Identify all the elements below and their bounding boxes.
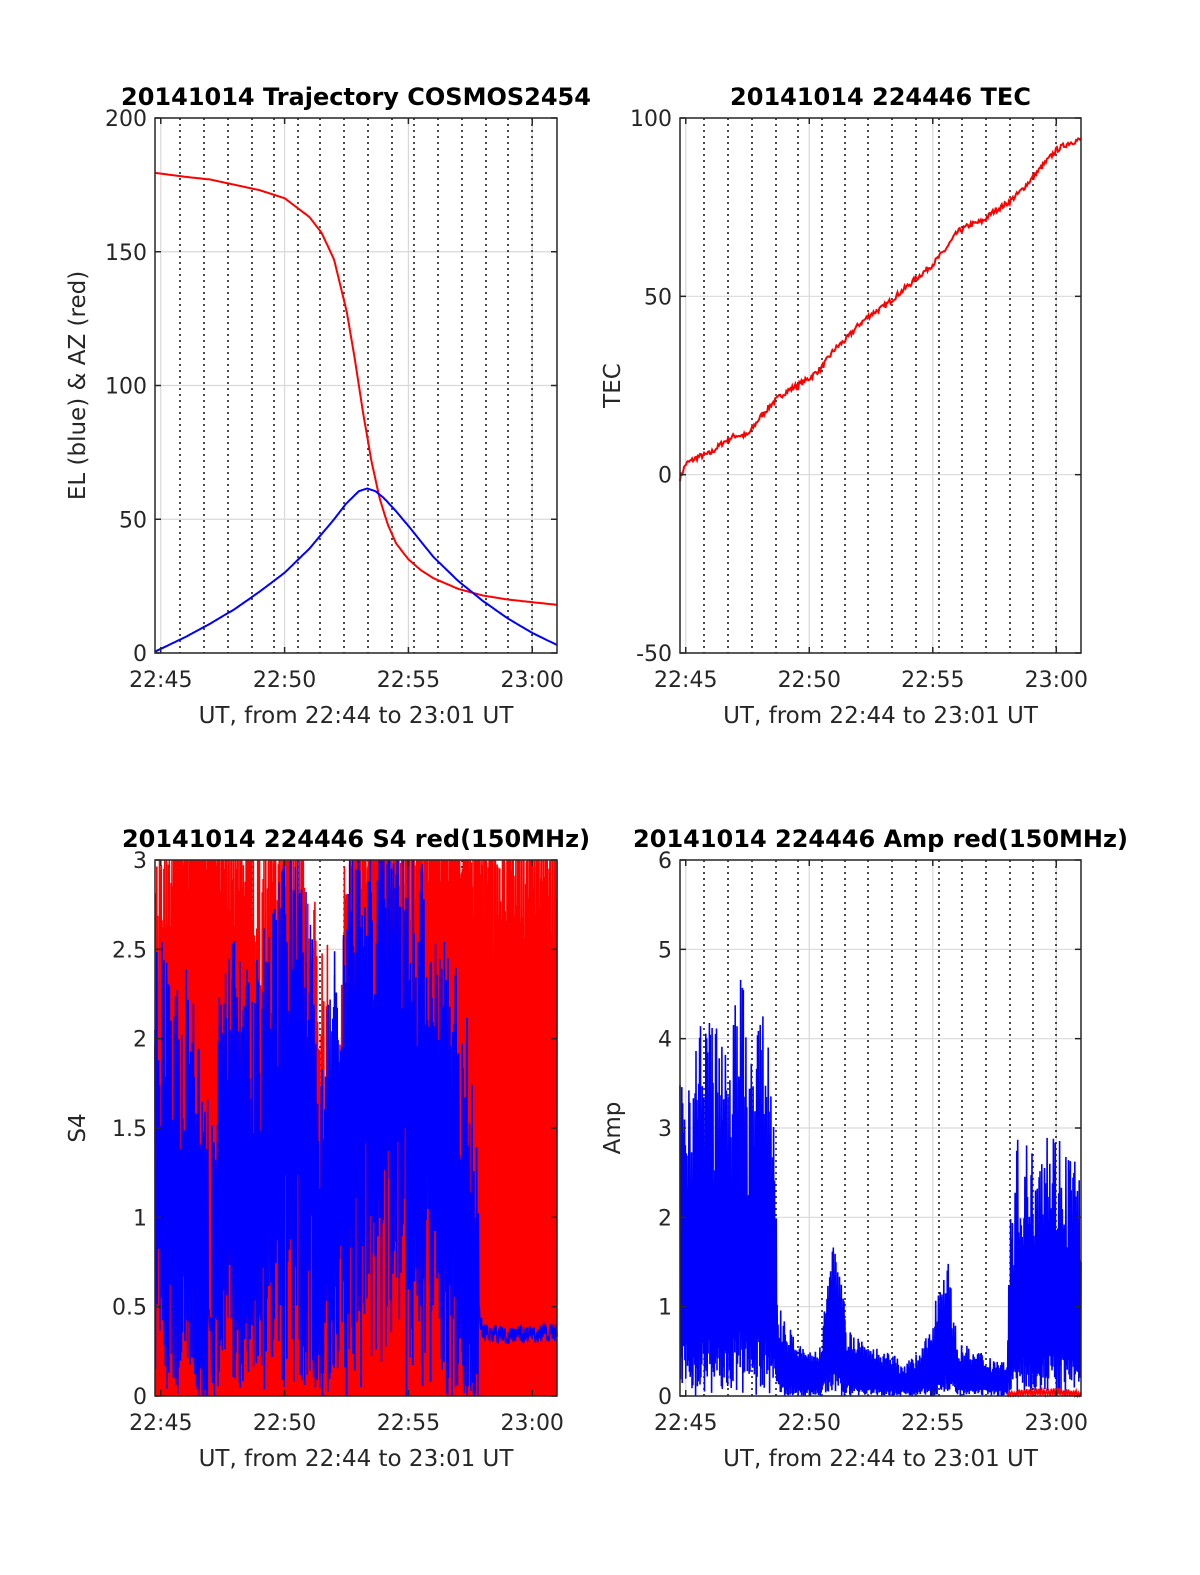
x-tick-label: 22:55 bbox=[377, 1411, 440, 1436]
chart-panel-4: 0 1 2 3 4 5 6 22:45 22:50 22:55 23:00 20141014 2244… bbox=[600, 825, 1128, 1472]
chart-panel-2: -50 0 50 100 22:45 22:50 22:55 23:00 20141014 22… bbox=[600, 83, 1088, 729]
y-tick-label: 4 bbox=[658, 1028, 672, 1053]
x-axis-label: UT, from 22:44 to 23:01 UT bbox=[723, 703, 1039, 729]
y-tick-label: 0 bbox=[658, 464, 672, 489]
y-tick-label: 50 bbox=[119, 508, 147, 533]
chart-title: 20141014 224446 Amp red(150MHz) bbox=[633, 825, 1128, 853]
y-tick-label: 1.5 bbox=[112, 1117, 147, 1142]
series-line-blue bbox=[679, 979, 1082, 1397]
x-tick-label: 23:00 bbox=[1025, 668, 1088, 693]
y-tick-label: 1 bbox=[133, 1206, 147, 1231]
y-tick-label: 0.5 bbox=[112, 1296, 147, 1321]
series-line-blue bbox=[154, 859, 558, 1397]
chart-title: 20141014 224446 TEC bbox=[730, 83, 1031, 111]
y-tick-label: 1 bbox=[658, 1296, 672, 1321]
y-tick-label: -50 bbox=[636, 642, 672, 667]
y-tick-label: 0 bbox=[658, 1385, 672, 1410]
x-tick-label: 23:00 bbox=[501, 668, 564, 693]
x-axis-label: UT, from 22:44 to 23:01 UT bbox=[199, 703, 515, 729]
series-line-red bbox=[679, 137, 1082, 482]
y-axis-label: Amp bbox=[600, 1102, 626, 1155]
y-axis-label: S4 bbox=[65, 1113, 91, 1142]
x-tick-label: 22:55 bbox=[901, 668, 964, 693]
y-tick-label: 6 bbox=[658, 849, 672, 874]
y-tick-label: 150 bbox=[105, 241, 147, 266]
y-tick-label: 100 bbox=[105, 375, 147, 400]
chart-panel-3: 0 0.5 1 1.5 2 2.5 3 22:45 22:50 22:55 23:00 2014101… bbox=[65, 825, 590, 1472]
y-tick-label: 100 bbox=[630, 107, 672, 132]
y-axis-label: TEC bbox=[600, 363, 626, 409]
y-tick-label: 0 bbox=[133, 642, 147, 667]
y-tick-label: 2.5 bbox=[112, 938, 147, 963]
x-tick-label: 23:00 bbox=[1025, 1411, 1088, 1436]
x-tick-label: 22:45 bbox=[129, 1411, 192, 1436]
x-tick-label: 22:55 bbox=[901, 1411, 964, 1436]
x-tick-label: 22:50 bbox=[778, 1411, 841, 1436]
x-tick-label: 22:45 bbox=[129, 668, 192, 693]
series-line-red bbox=[1006, 1387, 1082, 1399]
x-tick-label: 23:00 bbox=[501, 1411, 564, 1436]
chart-title: 20141014 224446 S4 red(150MHz) bbox=[122, 825, 590, 853]
x-tick-label: 22:55 bbox=[377, 668, 440, 693]
axes-box bbox=[679, 117, 1082, 654]
y-tick-label: 2 bbox=[133, 1028, 147, 1053]
x-axis-label: UT, from 22:44 to 23:01 UT bbox=[199, 1446, 515, 1472]
x-axis-label: UT, from 22:44 to 23:01 UT bbox=[723, 1446, 1039, 1472]
y-tick-label: 50 bbox=[644, 285, 672, 310]
x-tick-label: 22:45 bbox=[654, 668, 717, 693]
y-tick-label: 200 bbox=[105, 107, 147, 132]
chart-title: 20141014 Trajectory COSMOS2454 bbox=[121, 83, 591, 111]
series-line-red bbox=[154, 171, 558, 606]
y-tick-label: 2 bbox=[658, 1206, 672, 1231]
x-tick-label: 22:45 bbox=[654, 1411, 717, 1436]
y-tick-label: 0 bbox=[133, 1385, 147, 1410]
x-tick-label: 22:50 bbox=[253, 668, 316, 693]
y-tick-label: 3 bbox=[658, 1117, 672, 1142]
y-tick-label: 5 bbox=[658, 938, 672, 963]
y-tick-label: 3 bbox=[133, 849, 147, 874]
chart-panel-1: 0 50 100 150 200 22:45 22:50 22:55 23:00 20141014… bbox=[65, 83, 591, 729]
x-tick-label: 22:50 bbox=[778, 668, 841, 693]
x-tick-label: 22:50 bbox=[253, 1411, 316, 1436]
y-axis-label: EL (blue) & AZ (red) bbox=[65, 271, 91, 500]
series-line-blue bbox=[154, 487, 558, 653]
